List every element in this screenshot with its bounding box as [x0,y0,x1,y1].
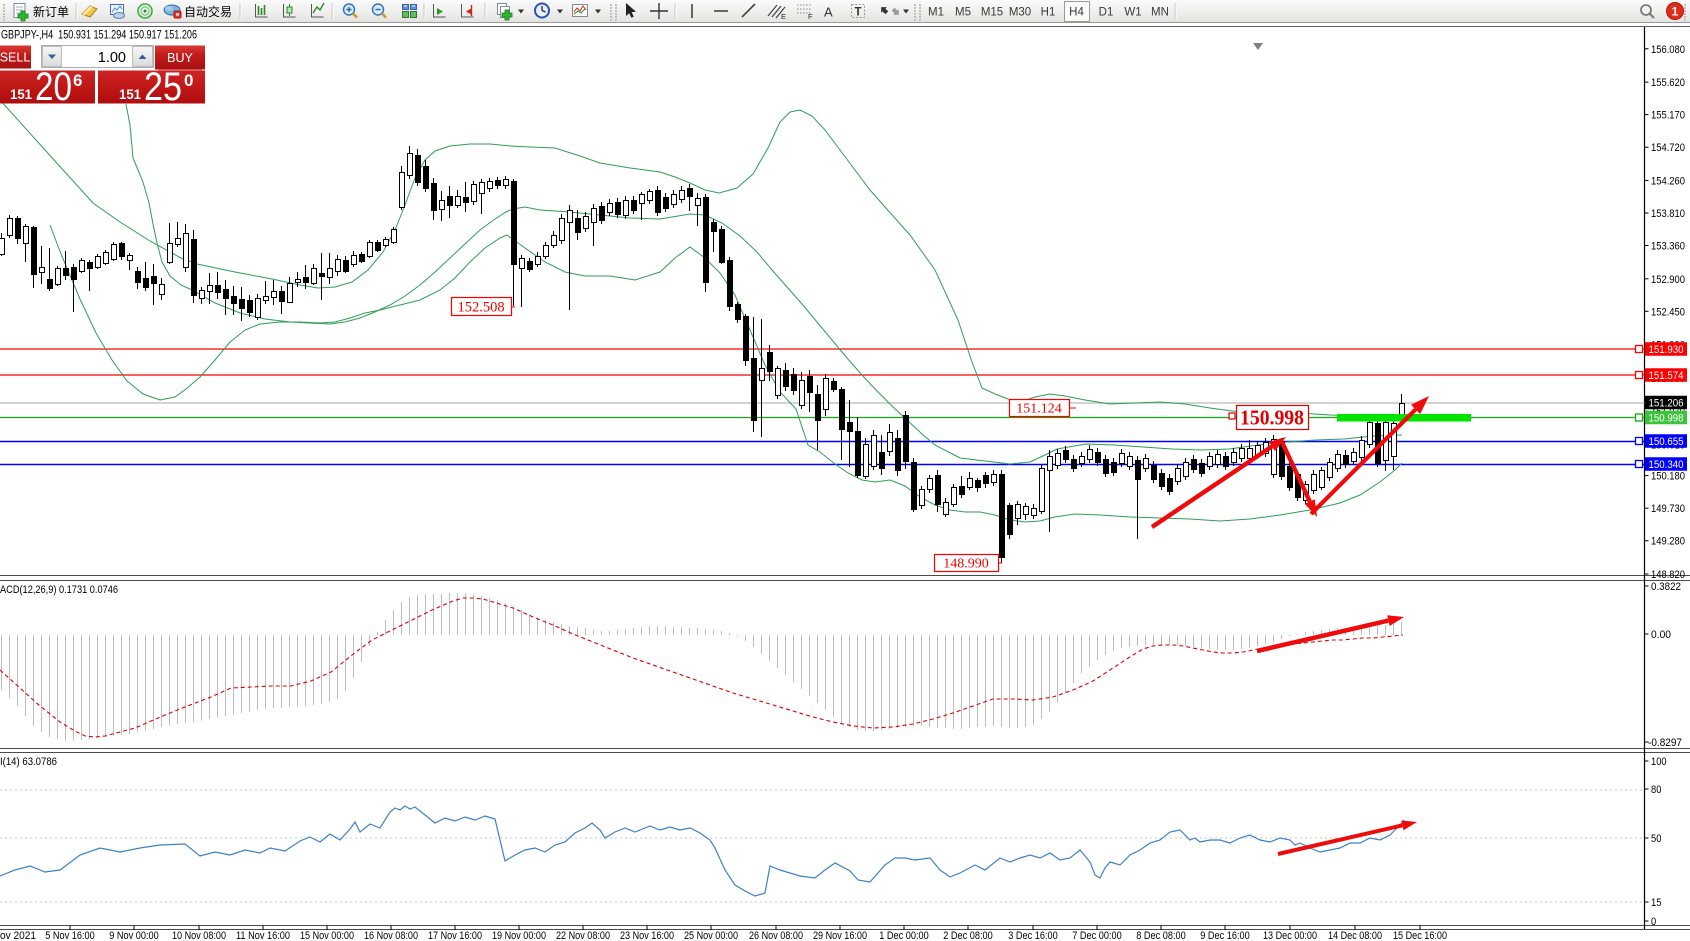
svg-text:1: 1 [1672,5,1679,19]
svg-text:BUY: BUY [167,51,193,65]
svg-text:148.820: 148.820 [1651,569,1685,581]
svg-text:6: 6 [73,71,82,90]
svg-text:156.080: 156.080 [1651,44,1685,56]
svg-text:M1: M1 [928,7,944,19]
svg-text:80: 80 [1651,784,1661,796]
svg-text:0.3822: 0.3822 [1651,581,1681,593]
svg-text:15: 15 [1651,897,1661,909]
svg-text:自动交易: 自动交易 [184,4,232,19]
svg-text:153.810: 153.810 [1651,208,1685,220]
svg-text:29 Nov 16:00: 29 Nov 16:00 [813,930,867,941]
svg-text:23 Nov 16:00: 23 Nov 16:00 [620,930,674,941]
svg-text:T: T [855,7,862,19]
svg-text:100: 100 [1651,756,1667,768]
svg-text:151: 151 [119,86,141,102]
svg-text:154.720: 154.720 [1651,142,1685,154]
svg-text:M5: M5 [955,7,971,19]
svg-text:155.170: 155.170 [1651,110,1685,122]
svg-text:148.990: 148.990 [943,557,989,572]
svg-text:150.340: 150.340 [1649,459,1684,471]
svg-text:14 Dec 08:00: 14 Dec 08:00 [1328,930,1382,941]
svg-text:2 Dec 08:00: 2 Dec 08:00 [943,930,993,941]
svg-text:ACD(12,26,9) 0.1731 0.0746: ACD(12,26,9) 0.1731 0.0746 [0,584,118,596]
svg-text:25: 25 [144,65,182,109]
svg-text:150.998: 150.998 [1240,406,1304,430]
svg-text:152.900: 152.900 [1651,274,1685,286]
svg-text:0: 0 [184,71,193,90]
svg-text:E: E [781,12,786,21]
svg-text:H4: H4 [1069,7,1084,19]
svg-text:7 Dec 00:00: 7 Dec 00:00 [1072,930,1122,941]
svg-text:MN: MN [1151,7,1169,19]
svg-text:155.620: 155.620 [1651,77,1685,89]
svg-text:16 Nov 08:00: 16 Nov 08:00 [364,930,418,941]
svg-text:15 Nov 00:00: 15 Nov 00:00 [300,930,354,941]
svg-text:154.260: 154.260 [1651,175,1685,187]
svg-text:新订单: 新订单 [33,4,69,19]
svg-text:149.730: 149.730 [1651,503,1685,515]
svg-text:25 Nov 00:00: 25 Nov 00:00 [684,930,738,941]
svg-text:151.574: 151.574 [1649,370,1684,382]
svg-text:9 Dec 16:00: 9 Dec 16:00 [1200,930,1250,941]
svg-text:150.180: 150.180 [1651,471,1685,483]
svg-text:15 Dec 16:00: 15 Dec 16:00 [1393,930,1447,941]
svg-text:1 Dec 00:00: 1 Dec 00:00 [879,930,929,941]
svg-text:151: 151 [10,86,32,102]
svg-text:1.00: 1.00 [98,50,126,66]
svg-text:11 Nov 16:00: 11 Nov 16:00 [236,930,290,941]
svg-text:150.655: 150.655 [1649,436,1684,448]
svg-text:50: 50 [1651,833,1661,845]
svg-text:13 Dec 00:00: 13 Dec 00:00 [1263,930,1317,941]
svg-text:150.998: 150.998 [1649,413,1684,425]
svg-text:F: F [808,12,813,21]
svg-text:17 Nov 16:00: 17 Nov 16:00 [428,930,482,941]
svg-text:151.124: 151.124 [1016,402,1062,417]
svg-text:0.00: 0.00 [1651,629,1671,641]
svg-text:8 Dec 08:00: 8 Dec 08:00 [1136,930,1186,941]
svg-text:I(14) 63.0786: I(14) 63.0786 [0,756,57,768]
svg-text:9 Nov 00:00: 9 Nov 00:00 [109,930,159,941]
svg-text:20: 20 [35,65,72,109]
svg-text:3 Dec 16:00: 3 Dec 16:00 [1008,930,1058,941]
svg-text:D1: D1 [1099,7,1114,19]
svg-text:26 Nov 08:00: 26 Nov 08:00 [749,930,803,941]
svg-text:151.206: 151.206 [1649,398,1684,410]
svg-text:SELL: SELL [0,51,30,65]
svg-text:H1: H1 [1041,7,1056,19]
svg-text:A: A [824,5,833,20]
svg-text:151.930: 151.930 [1649,344,1684,356]
svg-text:M30: M30 [1009,7,1031,19]
svg-text:149.280: 149.280 [1651,536,1685,548]
svg-text:22 Nov 08:00: 22 Nov 08:00 [556,930,610,941]
svg-text:5 Nov 16:00: 5 Nov 16:00 [45,930,95,941]
svg-text:-0.8297: -0.8297 [1648,737,1682,749]
svg-text:19 Nov 00:00: 19 Nov 00:00 [492,930,546,941]
svg-text:10 Nov 08:00: 10 Nov 08:00 [172,930,226,941]
svg-text:152.508: 152.508 [457,300,504,316]
svg-text:W1: W1 [1124,7,1141,19]
svg-text:ov 2021: ov 2021 [0,930,36,941]
svg-text:152.450: 152.450 [1651,306,1685,318]
svg-text:153.360: 153.360 [1651,241,1685,253]
svg-text:GBPJPY-,H4 150.931 151.294 15: GBPJPY-,H4 150.931 151.294 150.917 151.2… [1,30,197,42]
svg-text:0: 0 [1651,916,1656,928]
svg-text:M15: M15 [981,7,1003,19]
